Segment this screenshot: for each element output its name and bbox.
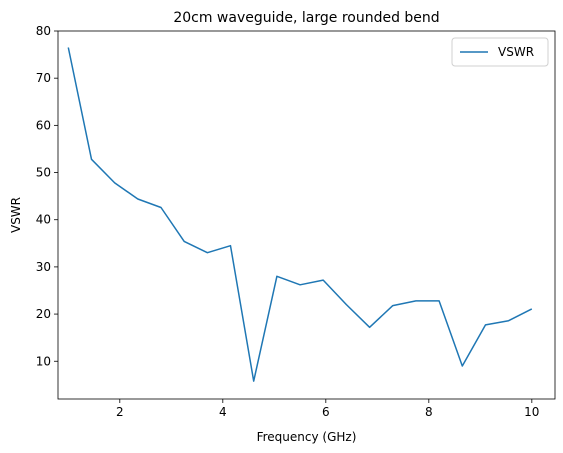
x-tick-label: 6 — [322, 405, 330, 419]
x-tick-label: 2 — [116, 405, 124, 419]
legend-box — [451, 37, 549, 67]
y-tick-label: 80 — [36, 24, 51, 38]
y-tick-label: 20 — [36, 307, 51, 321]
x-axis: 2 4 6 8 10 — [116, 399, 539, 419]
legend-label: VSWR — [498, 45, 534, 59]
x-axis-title: Frequency (GHz) — [257, 430, 357, 444]
y-tick-label: 60 — [36, 118, 51, 132]
x-tick-label: 4 — [219, 405, 227, 419]
y-tick-label: 30 — [36, 260, 51, 274]
legend: VSWR — [451, 37, 549, 67]
x-tick-label: 10 — [524, 405, 539, 419]
y-axis-title: VSWR — [9, 197, 23, 233]
y-tick-label: 70 — [36, 71, 51, 85]
series-line-vswr — [67, 47, 533, 382]
y-tick-label: 10 — [36, 354, 51, 368]
chart-title: 20cm waveguide, large rounded bend — [173, 10, 439, 26]
x-tick-label: 8 — [425, 405, 433, 419]
plot-area — [57, 30, 556, 400]
plot-frame — [57, 30, 556, 400]
y-tick-label: 50 — [36, 166, 51, 180]
y-axis: 10 20 30 40 50 60 70 80 — [36, 24, 58, 368]
y-tick-label: 40 — [36, 213, 51, 227]
